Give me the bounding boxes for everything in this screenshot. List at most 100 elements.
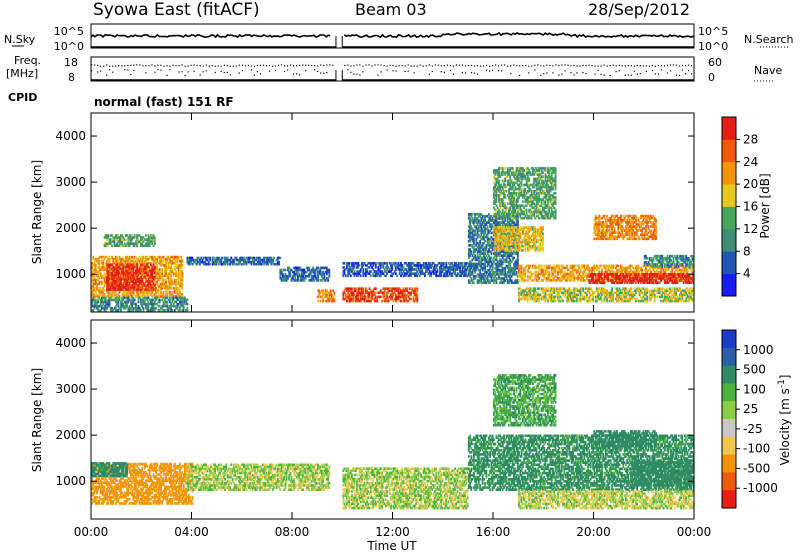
range-gate-cell <box>97 262 100 265</box>
range-gate-cell <box>430 266 433 269</box>
range-gate-cell <box>310 277 313 280</box>
range-gate-cell <box>558 268 561 272</box>
range-gate-cell <box>91 280 93 284</box>
range-gate-cell <box>495 247 498 250</box>
range-gate-cell <box>111 271 113 275</box>
range-gate-cell <box>141 293 144 296</box>
freq-dot <box>501 70 503 72</box>
range-gate-cell <box>278 256 281 260</box>
range-gate-cell <box>402 295 405 299</box>
range-gate-cell <box>427 268 430 271</box>
range-gate-cell <box>537 274 539 278</box>
range-gate-cell <box>369 299 372 303</box>
range-gate-cell <box>129 236 132 239</box>
range-gate-cell <box>495 271 498 274</box>
range-gate-cell <box>127 284 130 287</box>
range-gate-cell <box>99 300 102 304</box>
range-gate-cell <box>327 299 330 303</box>
range-gate-cell <box>170 309 172 312</box>
range-gate-cell <box>481 235 484 239</box>
range-gate-cell <box>165 259 167 263</box>
range-gate-cell <box>420 264 422 267</box>
range-gate-cell <box>570 270 573 274</box>
range-gate-cell <box>175 295 178 298</box>
nave-dot <box>332 64 334 66</box>
range-gate-cell <box>476 246 479 249</box>
station-title: Syowa East (fitACF) <box>93 0 260 20</box>
range-gate-cell <box>251 258 254 262</box>
range-gate-cell <box>178 259 181 263</box>
range-gate-cell <box>455 264 458 267</box>
range-gate-cell <box>157 300 160 304</box>
range-gate-cell <box>555 274 558 278</box>
nave-dot <box>624 65 626 67</box>
range-gate-cell <box>178 300 181 304</box>
range-gate-cell <box>524 247 527 250</box>
range-gate-cell <box>170 286 172 290</box>
range-gate-cell <box>538 230 541 234</box>
range-gate-cell <box>126 265 129 269</box>
range-gate-cell <box>106 286 108 289</box>
range-gate-cell <box>508 238 510 242</box>
freq-dot <box>296 73 298 75</box>
range-gate-cell <box>499 245 502 248</box>
range-gate-cell <box>91 284 93 288</box>
range-gate-cell <box>239 256 242 260</box>
range-gate-cell <box>495 238 498 242</box>
range-gate-cell <box>351 268 353 271</box>
range-gate-cell <box>152 262 155 265</box>
range-gate-cell <box>101 298 103 302</box>
range-gate-cell <box>470 252 473 255</box>
range-gate-cell <box>91 268 93 271</box>
range-gate-cell <box>349 291 352 295</box>
range-gate-cell <box>161 284 164 288</box>
range-gate-cell <box>485 235 488 239</box>
range-gate-cell <box>116 288 118 291</box>
range-gate-cell <box>464 266 466 269</box>
range-gate-cell <box>440 262 443 265</box>
freq-dot <box>274 70 277 72</box>
range-gate-cell <box>511 246 514 249</box>
range-gate-cell <box>129 293 132 296</box>
range-gate-cell <box>521 272 524 276</box>
range-gate-cell <box>441 270 444 273</box>
range-gate-cell <box>504 247 507 250</box>
range-gate-cell <box>472 256 475 260</box>
range-gate-cell <box>197 256 200 260</box>
range-gate-cell <box>530 279 533 282</box>
range-gate-cell <box>136 274 139 278</box>
range-gate-cell <box>534 247 537 250</box>
range-gate-cell <box>479 223 482 226</box>
range-gate-cell <box>102 286 105 290</box>
range-gate-cell <box>112 269 115 273</box>
range-gate-cell <box>616 270 618 274</box>
range-gate-cell <box>470 227 473 231</box>
nave-dot <box>642 65 644 67</box>
range-gate-cell <box>121 288 124 291</box>
range-gate-cell <box>431 262 434 265</box>
range-gate-cell <box>515 223 518 226</box>
range-gate-cell <box>498 260 500 264</box>
range-gate-cell <box>163 309 166 312</box>
range-gate-cell <box>479 268 482 272</box>
nave-dot <box>648 65 650 67</box>
range-gate-cell <box>391 293 394 297</box>
range-gate-cell <box>187 262 190 266</box>
nave-dot <box>133 64 135 66</box>
range-gate-cell <box>418 262 421 265</box>
nave-dot <box>377 64 379 66</box>
range-gate-cell <box>259 258 262 262</box>
range-gate-cell <box>128 273 131 277</box>
range-gate-cell <box>155 298 157 302</box>
range-gate-cell <box>127 275 130 279</box>
range-gate-cell <box>391 268 394 271</box>
range-gate-cell <box>504 228 507 231</box>
range-gate-cell <box>156 291 159 294</box>
range-gate-cell <box>352 268 355 271</box>
range-gate-cell <box>494 215 497 218</box>
range-gate-cell <box>477 273 480 276</box>
range-gate-cell <box>577 264 580 268</box>
range-gate-cell <box>161 304 164 308</box>
range-gate-cell <box>168 298 171 302</box>
range-gate-cell <box>391 289 394 292</box>
